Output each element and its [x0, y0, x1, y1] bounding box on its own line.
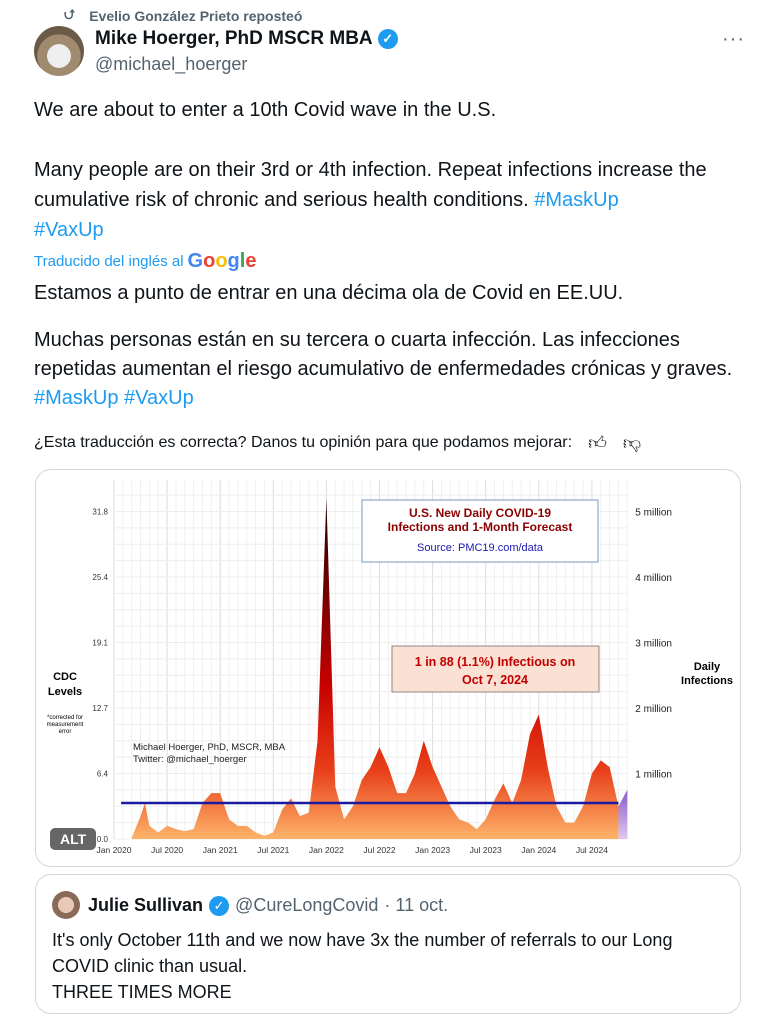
translated-line-2: Muchas personas están en su tercera o cu… — [34, 329, 733, 409]
thumbs-down-icon[interactable]: 👎︎ — [622, 433, 642, 453]
author-name[interactable]: Mike Hoerger, PhD MSCR MBA ✓ — [95, 28, 398, 50]
quote-date[interactable]: · 11 oct. — [384, 895, 449, 915]
annotation-line-1: 1 in 88 (1.1%) Infectious on — [415, 655, 575, 669]
more-options-icon[interactable]: ··· — [722, 28, 745, 50]
annotation-box — [391, 645, 600, 693]
x-tick-label: Jul 2020 — [151, 845, 183, 855]
quote-handle[interactable]: @CureLongCovid — [235, 895, 379, 915]
chart-source: Source: PMC19.com/data — [417, 542, 544, 554]
right-tick-label: 2 million — [635, 704, 672, 715]
title-box — [361, 499, 599, 563]
quote-header: Julie Sullivan ✓ @CureLongCovid · 11 oct. — [88, 895, 448, 916]
avatar[interactable] — [34, 26, 84, 76]
x-tick-label: Jul 2023 — [470, 845, 502, 855]
repost-icon: ⮍ — [64, 6, 76, 22]
credit-2: Twitter: @michael_hoerger — [133, 754, 247, 765]
x-tick-label: Jan 2021 — [203, 845, 238, 855]
left-tick-label: 31.8 — [92, 508, 108, 517]
hashtag-vaxup-translated[interactable]: #VaxUp — [124, 387, 194, 409]
right-axis-label-1: Daily — [694, 661, 721, 673]
right-tick-label: 5 million — [635, 508, 672, 519]
quote-text: It's only October 11th and we now have 3… — [52, 930, 673, 1002]
author-handle[interactable]: @michael_hoerger — [95, 54, 248, 74]
annotation-line-2: Oct 7, 2024 — [462, 673, 528, 687]
translated-line-1: Estamos a punto de entrar en una décima … — [34, 282, 624, 304]
left-tick-label: 25.4 — [92, 573, 108, 582]
chart-title-2: Infections and 1-Month Forecast — [388, 520, 573, 534]
hashtag-maskup[interactable]: #MaskUp — [534, 189, 619, 211]
quote-author-name[interactable]: Julie Sullivan — [88, 895, 204, 915]
quote-avatar[interactable] — [52, 891, 80, 919]
left-note-2: measurement — [47, 722, 84, 728]
forecast-area — [618, 789, 628, 839]
verified-icon: ✓ — [377, 29, 398, 49]
left-tick-label: 0.0 — [97, 835, 109, 844]
left-axis-label-1: CDC — [53, 671, 77, 683]
verified-icon: ✓ — [209, 895, 230, 916]
tweet-line-2: Many people are on their 3rd or 4th infe… — [34, 159, 707, 241]
thumbs-up-icon[interactable]: 👍︎ — [588, 433, 607, 453]
x-tick-label: Jan 2020 — [97, 845, 132, 855]
x-tick-label: Jul 2021 — [257, 845, 289, 855]
chart-title-1: U.S. New Daily COVID-19 — [409, 506, 551, 520]
x-tick-label: Jan 2022 — [309, 845, 344, 855]
chart-image[interactable]: 0.0 6.4 12.7 19.1 25.4 31.8 1 million 2 million… — [35, 469, 741, 867]
left-note-1: *corrected for — [47, 715, 83, 721]
credit-1: Michael Hoerger, PhD, MSCR, MBA — [133, 742, 286, 753]
quoted-tweet[interactable]: Julie Sullivan ✓ @CureLongCovid · 11 oct. I… — [35, 874, 741, 1014]
translation-label[interactable]: Traducido del inglés al Google — [34, 250, 257, 272]
left-axis-label-2: Levels — [48, 686, 82, 698]
x-tick-label: Jan 2023 — [415, 845, 450, 855]
x-tick-label: Jan 2024 — [521, 845, 556, 855]
left-tick-label: 6.4 — [97, 770, 109, 779]
hashtag-vaxup[interactable]: #VaxUp — [34, 219, 104, 241]
infections-area — [131, 498, 619, 839]
hashtag-maskup-translated[interactable]: #MaskUp — [34, 387, 119, 409]
right-tick-label: 1 million — [635, 770, 672, 781]
right-axis-label-2: Infections — [681, 675, 733, 687]
left-tick-label: 12.7 — [92, 704, 108, 713]
right-tick-label: 3 million — [635, 639, 672, 650]
left-note-3: error — [59, 729, 72, 735]
covid-chart: 0.0 6.4 12.7 19.1 25.4 31.8 1 million 2 million… — [47, 480, 733, 855]
left-tick-label: 19.1 — [92, 639, 108, 648]
translation-feedback: ¿Esta traducción es correcta? Danos tu o… — [34, 433, 642, 453]
repost-indicator[interactable]: ⮍ Evelio González Prieto reposteó — [64, 4, 302, 28]
alt-badge[interactable]: ALT — [50, 828, 97, 850]
tweet-line-1: We are about to enter a 10th Covid wave … — [34, 99, 497, 121]
x-tick-label: Jul 2022 — [363, 845, 395, 855]
x-tick-label: Jul 2024 — [576, 845, 608, 855]
right-tick-label: 4 million — [635, 573, 672, 584]
google-logo: Google — [187, 250, 257, 272]
